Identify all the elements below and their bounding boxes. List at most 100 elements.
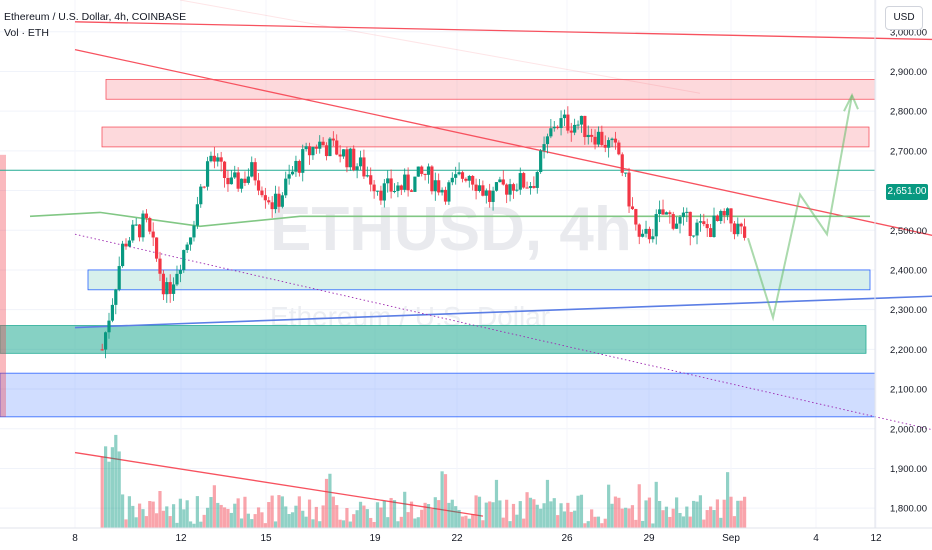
candle-body[interactable] [705, 224, 709, 229]
candle-body[interactable] [171, 284, 176, 294]
candle-body[interactable] [222, 161, 227, 178]
candle-body[interactable] [511, 184, 516, 191]
candle-body[interactable] [307, 146, 312, 156]
candle-body[interactable] [389, 178, 393, 192]
candle-body[interactable] [277, 193, 281, 207]
price-axis[interactable]: 3,000.002,900.002,800.002,700.002,600.00… [890, 27, 927, 514]
candle-body[interactable] [443, 189, 448, 202]
candle-body[interactable] [688, 211, 692, 236]
candle-body[interactable] [654, 214, 658, 237]
support-zone[interactable] [87, 269, 871, 291]
candle-body[interactable] [341, 149, 346, 157]
candle-body[interactable] [161, 273, 165, 295]
candle-body[interactable] [379, 190, 383, 201]
candle-body[interactable] [202, 186, 206, 188]
candle-body[interactable] [226, 177, 230, 185]
candle-body[interactable] [365, 175, 369, 177]
candle-body[interactable] [396, 185, 400, 192]
candle-body[interactable] [335, 140, 339, 155]
candle-body[interactable] [596, 131, 601, 145]
candle-body[interactable] [239, 178, 244, 189]
candle-body[interactable] [137, 224, 142, 238]
candle-body[interactable] [144, 213, 148, 219]
candle-body[interactable] [586, 134, 590, 138]
candle-body[interactable] [590, 134, 594, 137]
resistance-zone[interactable] [105, 78, 876, 100]
candle-body[interactable] [352, 148, 356, 171]
candle-body[interactable] [413, 176, 417, 192]
candle-body[interactable] [284, 178, 288, 196]
candle-body[interactable] [620, 154, 624, 173]
candle-body[interactable] [324, 145, 329, 157]
candle-body[interactable] [328, 138, 332, 157]
candle-body[interactable] [185, 244, 189, 251]
candle-body[interactable] [709, 228, 713, 238]
candle-body[interactable] [321, 141, 325, 146]
trendline-mid-descending[interactable] [74, 48, 932, 239]
candle-body[interactable] [515, 189, 519, 191]
candle-body[interactable] [508, 184, 512, 195]
candle-body[interactable] [403, 174, 407, 190]
candle-body[interactable] [518, 173, 522, 190]
candle-body[interactable] [423, 173, 427, 175]
candle-body[interactable] [114, 289, 118, 305]
candle-body[interactable] [253, 162, 257, 181]
candle-body[interactable] [624, 172, 628, 174]
candle-body[interactable] [338, 154, 342, 157]
candle-body[interactable] [668, 212, 672, 215]
candle-body[interactable] [426, 166, 431, 175]
candle-body[interactable] [736, 223, 740, 235]
candle-body[interactable] [712, 215, 716, 238]
candle-body[interactable] [600, 131, 604, 145]
candle-body[interactable] [131, 224, 135, 241]
candle-body[interactable] [311, 146, 315, 156]
candle-body[interactable] [134, 224, 138, 226]
candle-body[interactable] [192, 225, 196, 238]
candle-body[interactable] [610, 138, 614, 141]
candle-body[interactable] [641, 233, 645, 237]
candle-body[interactable] [593, 136, 597, 145]
candle-body[interactable] [273, 193, 278, 210]
candle-body[interactable] [399, 185, 403, 190]
candle-body[interactable] [375, 190, 380, 192]
candle-body[interactable] [722, 210, 726, 216]
candle-body[interactable] [488, 190, 492, 202]
candle-body[interactable] [450, 177, 454, 183]
trendline-lower-descending[interactable] [74, 451, 484, 517]
candle-body[interactable] [671, 214, 675, 229]
candle-body[interactable] [416, 166, 420, 177]
candle-body[interactable] [481, 185, 485, 196]
candle-body[interactable] [613, 138, 618, 143]
candle-body[interactable] [199, 186, 203, 205]
candle-body[interactable] [603, 144, 607, 148]
candle-body[interactable] [484, 190, 488, 196]
candle-body[interactable] [318, 141, 322, 149]
candle-body[interactable] [566, 114, 570, 131]
candle-body[interactable] [726, 208, 730, 216]
candle-body[interactable] [576, 124, 580, 126]
candle-body[interactable] [141, 213, 145, 238]
candle-body[interactable] [386, 178, 390, 184]
candle-body[interactable] [678, 217, 682, 224]
candle-body[interactable] [406, 174, 410, 191]
candle-body[interactable] [474, 184, 478, 191]
candle-body[interactable] [148, 218, 152, 232]
candle-body[interactable] [454, 174, 458, 178]
candle-body[interactable] [743, 226, 747, 238]
candle-body[interactable] [304, 146, 308, 150]
candle-body[interactable] [494, 182, 499, 191]
candle-body[interactable] [216, 157, 220, 162]
candle-body[interactable] [250, 162, 254, 177]
trendline-ascending-support[interactable] [74, 295, 932, 329]
moving-average-line[interactable] [29, 211, 870, 228]
candle-body[interactable] [154, 237, 159, 259]
candle-body[interactable] [525, 187, 529, 189]
candle-body[interactable] [362, 157, 366, 177]
candle-body[interactable] [579, 115, 584, 125]
candle-body[interactable] [420, 166, 424, 174]
candle-body[interactable] [702, 221, 706, 225]
candle-body[interactable] [692, 235, 696, 237]
candle-body[interactable] [498, 179, 502, 183]
candle-body[interactable] [392, 191, 397, 193]
candle-body[interactable] [617, 142, 621, 155]
